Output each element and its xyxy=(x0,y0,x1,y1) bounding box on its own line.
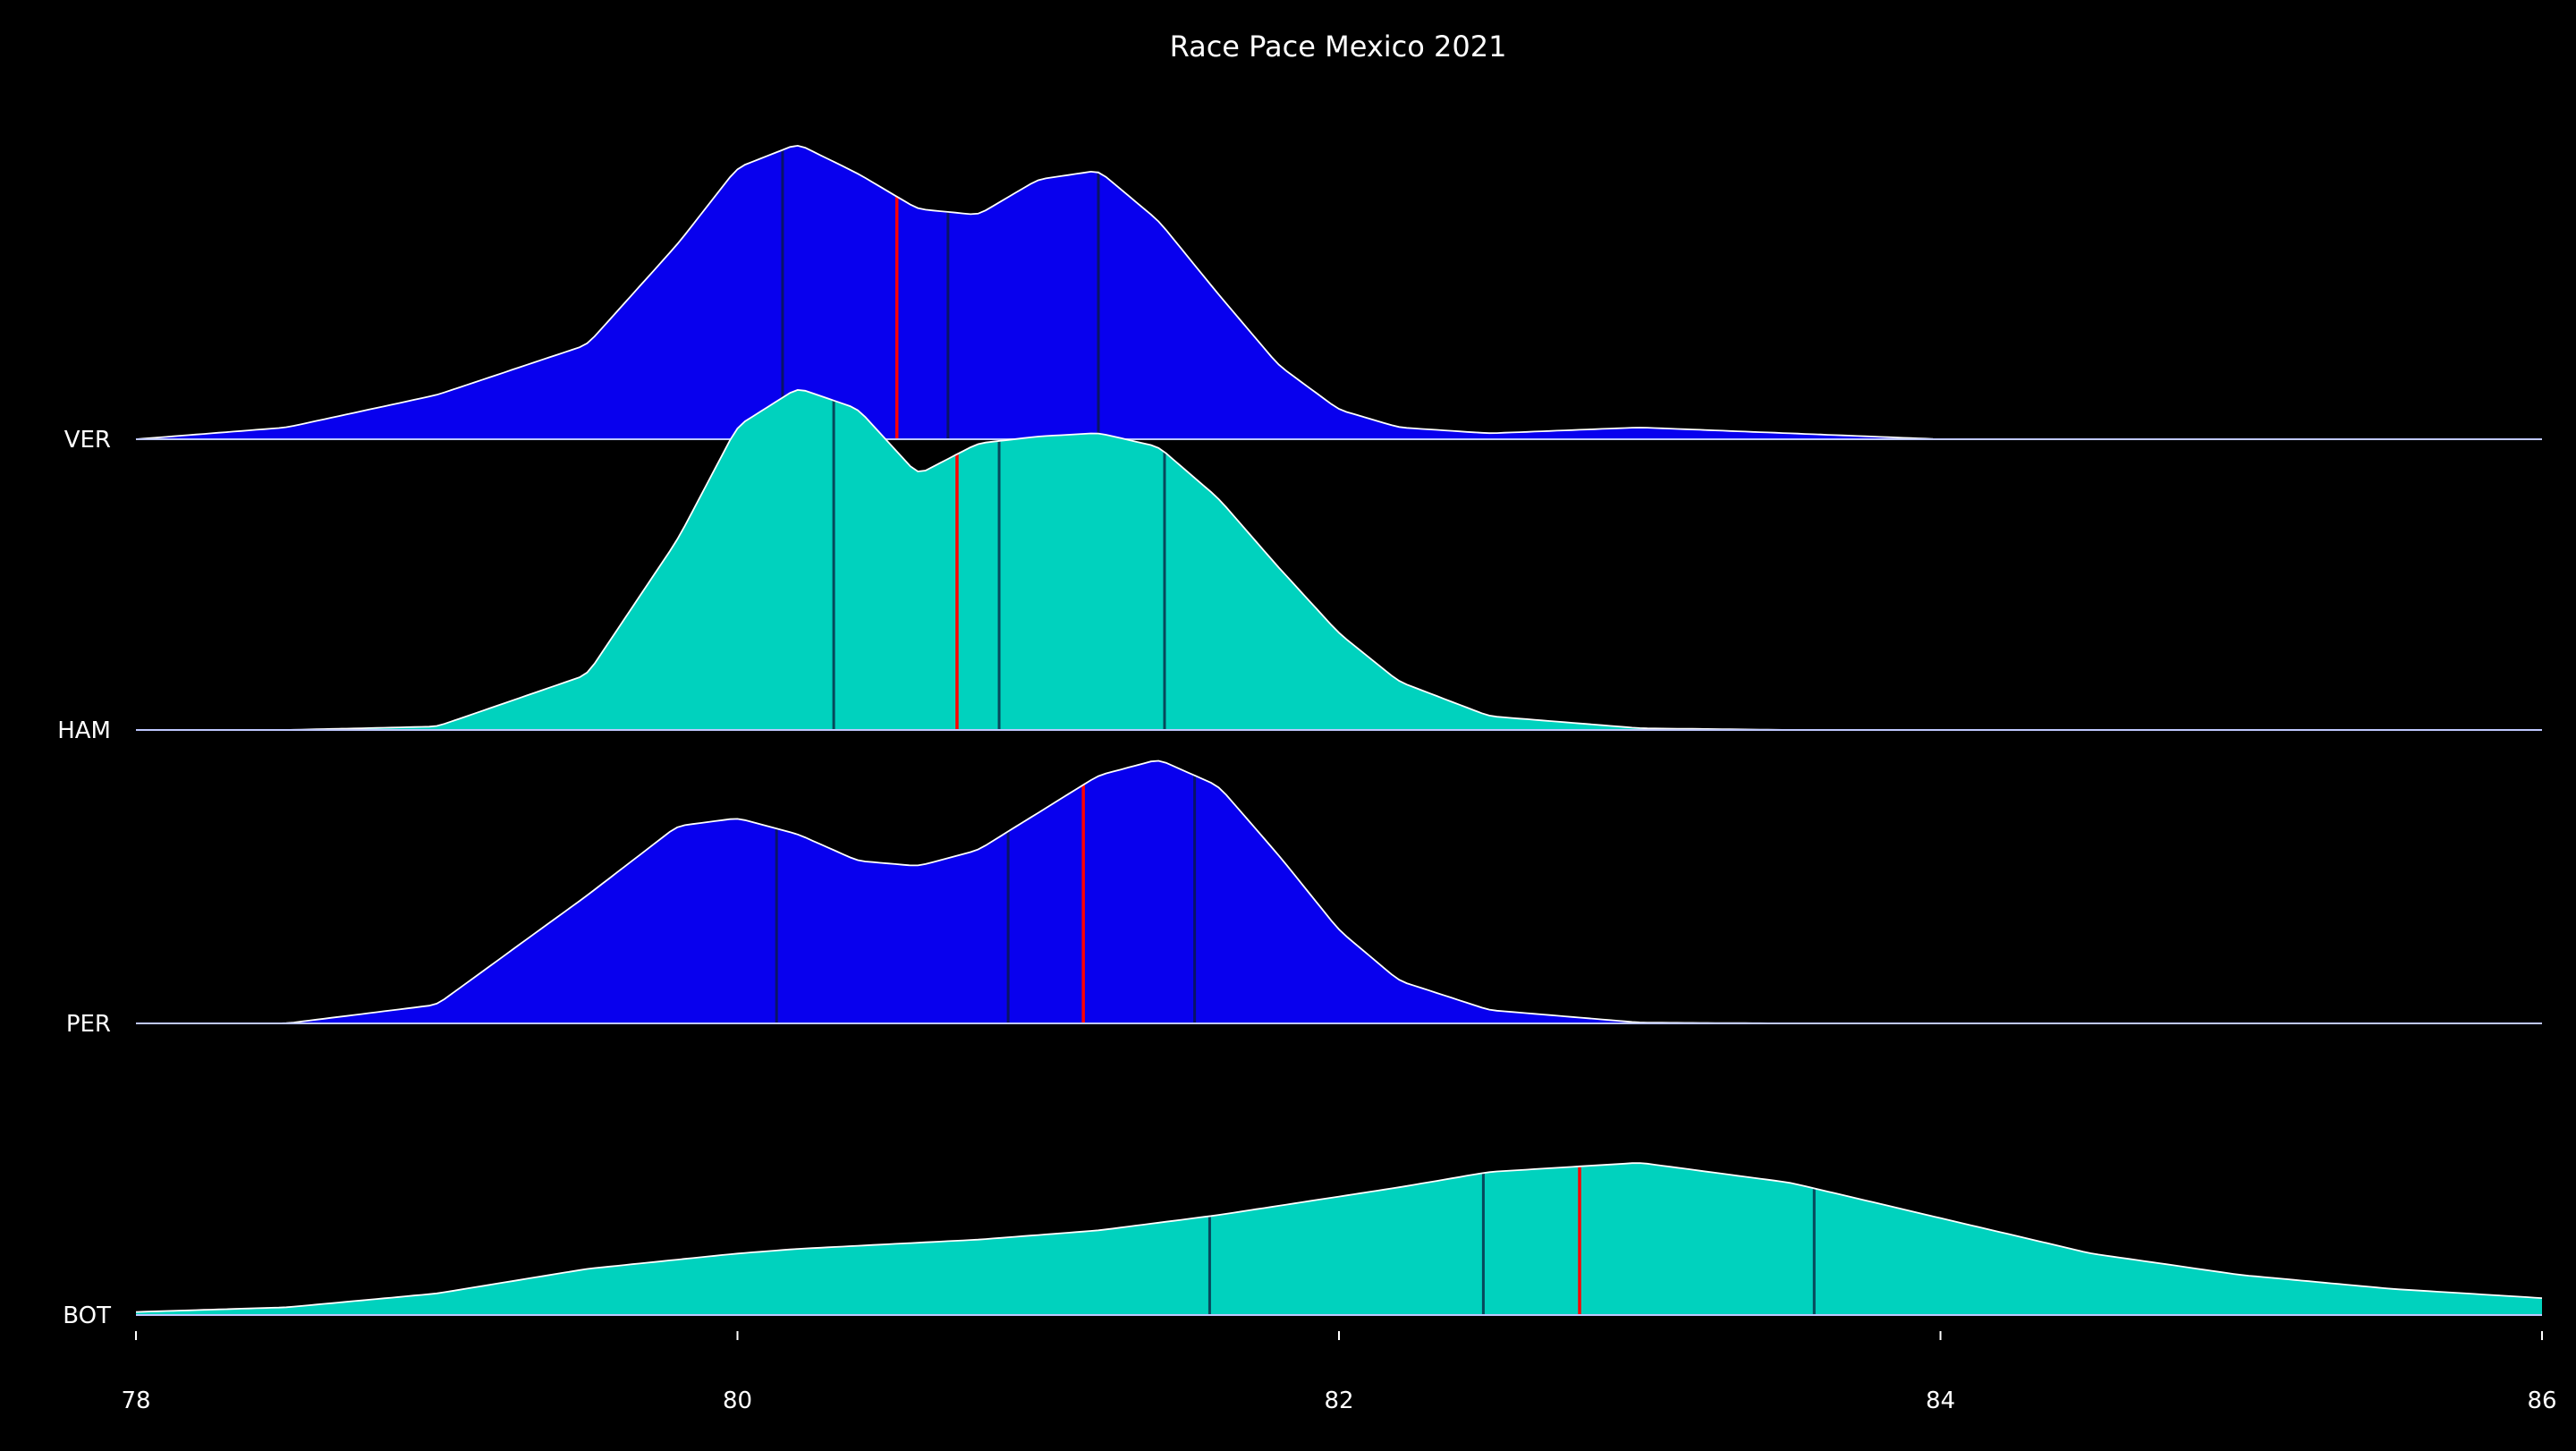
density-area-ver xyxy=(136,145,2542,439)
row-label-ver: VER xyxy=(64,427,111,454)
ridge-ver xyxy=(135,144,2542,440)
x-tick-label-82: 82 xyxy=(1324,1387,1353,1414)
density-outline-bot xyxy=(135,1162,2543,1313)
ridge-ham xyxy=(136,388,2542,731)
density-area-bot xyxy=(136,1163,2542,1315)
x-tick-label-80: 80 xyxy=(723,1387,752,1414)
row-label-bot: BOT xyxy=(63,1303,111,1329)
x-tick-label-86: 86 xyxy=(2527,1387,2556,1414)
x-tick-label-84: 84 xyxy=(1926,1387,1955,1414)
density-area-ham xyxy=(136,389,2542,730)
density-area-per xyxy=(136,760,2542,1023)
x-tick-label-78: 78 xyxy=(121,1387,150,1414)
row-label-ham: HAM xyxy=(57,717,111,744)
ridges xyxy=(135,144,2543,1316)
x-axis: 78 80 82 84 86 xyxy=(121,1331,2557,1414)
row-label-per: PER xyxy=(66,1011,111,1038)
chart-title: Race Pace Mexico 2021 xyxy=(1170,30,1507,64)
row-labels: VER HAM PER BOT xyxy=(57,427,111,1329)
ridge-per xyxy=(136,759,2542,1024)
ridge-bot xyxy=(135,1162,2543,1316)
